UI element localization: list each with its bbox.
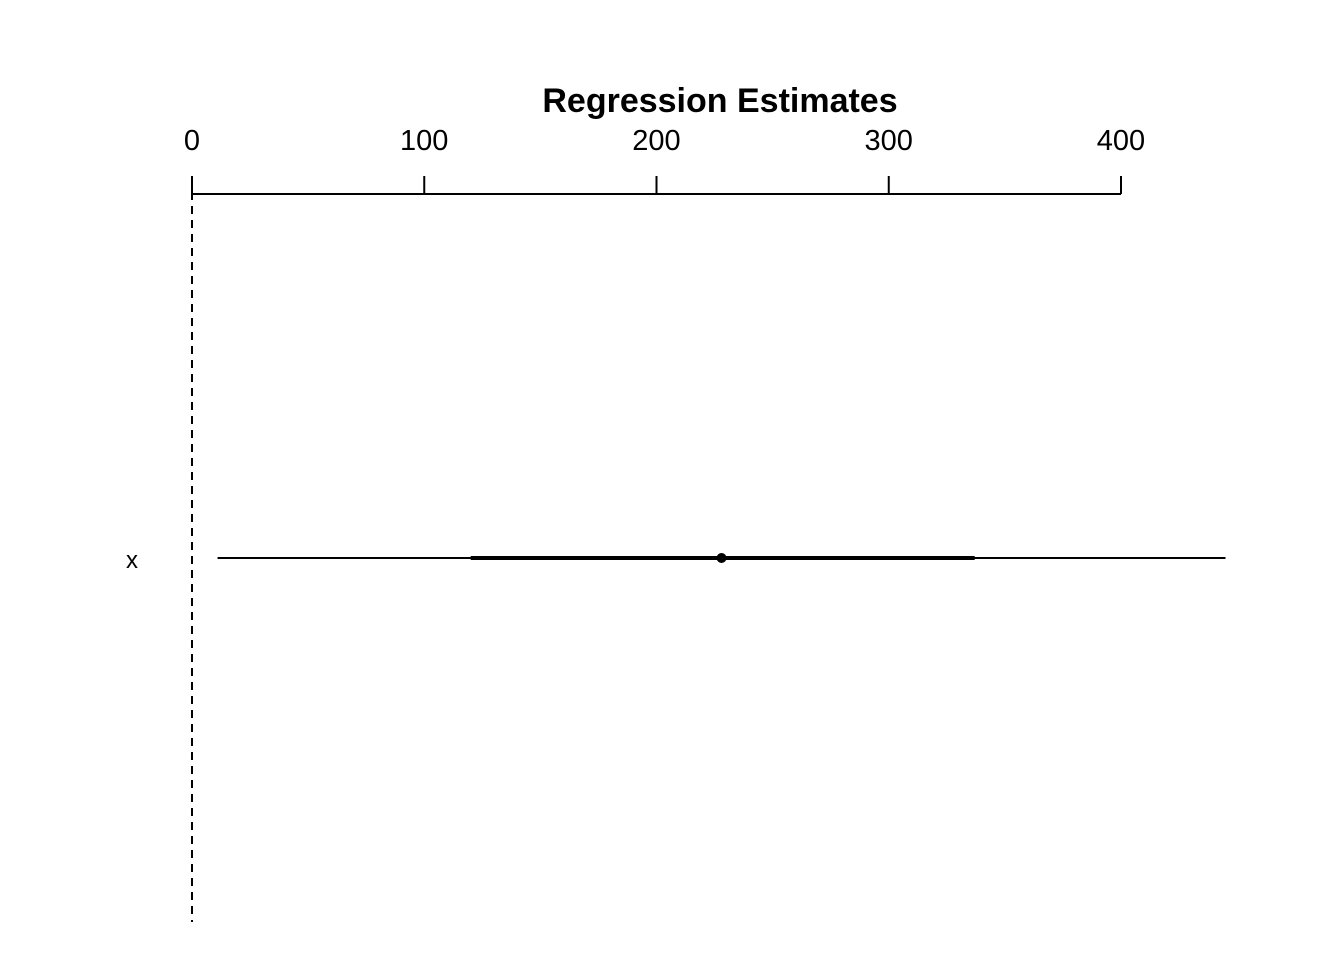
chart-title: Regression Estimates: [542, 82, 897, 120]
x-tick-label: 100: [400, 125, 448, 157]
coefficients-group: x: [126, 547, 1226, 574]
coef-label: x: [126, 547, 138, 574]
coef-point-estimate: [716, 553, 727, 563]
x-tick-label: 300: [865, 125, 913, 157]
x-tick-label: 400: [1097, 125, 1145, 157]
x-tick-label: 200: [632, 125, 680, 157]
x-tick-label: 0: [184, 125, 200, 157]
x-axis: 0 100 200 300 400: [184, 125, 1145, 195]
